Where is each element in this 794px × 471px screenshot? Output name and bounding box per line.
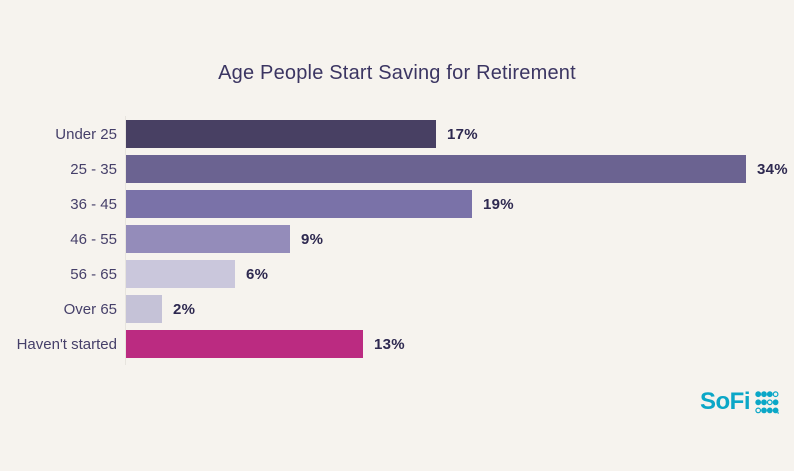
bar-track: 34% <box>126 155 794 183</box>
bar-row: Over 65 2% <box>0 295 794 323</box>
value-label: 6% <box>246 265 269 283</box>
bar-track: 19% <box>126 190 794 218</box>
sofi-logo: SoFi <box>700 388 779 416</box>
category-label: Under 25 <box>55 125 117 143</box>
sofi-wordmark: SoFi <box>700 388 751 415</box>
bar <box>126 330 363 358</box>
bar-track: 2% <box>126 295 794 323</box>
value-label: 13% <box>374 335 405 353</box>
category-label: Haven't started <box>16 335 117 353</box>
value-label: 34% <box>757 160 788 178</box>
category-label: 46 - 55 <box>70 230 117 248</box>
bar-row: Under 25 17% <box>0 120 794 148</box>
bar <box>126 155 746 183</box>
category-label: 56 - 65 <box>70 265 117 283</box>
bar-row: 56 - 65 6% <box>0 260 794 288</box>
bar <box>126 225 290 253</box>
bar-rows-container: Under 25 17% 25 - 35 34% 36 - 45 19% 46 - 55 9%… <box>0 120 794 358</box>
value-label: 17% <box>447 125 478 143</box>
bar-track: 13% <box>126 330 794 358</box>
value-label: 2% <box>173 300 196 318</box>
category-label: 25 - 35 <box>70 160 117 178</box>
chart-title: Age People Start Saving for Retirement <box>218 62 576 84</box>
bar-row: 36 - 45 19% <box>0 190 794 218</box>
category-label: 36 - 45 <box>70 195 117 213</box>
bar-track: 17% <box>126 120 794 148</box>
bar <box>126 295 162 323</box>
bar <box>126 190 472 218</box>
bar-row: Haven't started 13% <box>0 330 794 358</box>
bar <box>126 260 235 288</box>
bar <box>126 120 436 148</box>
category-label: Over 65 <box>63 300 117 318</box>
sofi-dots-icon <box>755 390 779 414</box>
bar-track: 6% <box>126 260 794 288</box>
bar-track: 9% <box>126 225 794 253</box>
value-label: 19% <box>483 195 514 213</box>
bar-row: 46 - 55 9% <box>0 225 794 253</box>
y-axis-line <box>125 116 126 365</box>
value-label: 9% <box>301 230 324 248</box>
bar-chart: Under 25 17% 25 - 35 34% 36 - 45 19% 46 - 55 9%… <box>0 116 794 365</box>
bar-row: 25 - 35 34% <box>0 155 794 183</box>
